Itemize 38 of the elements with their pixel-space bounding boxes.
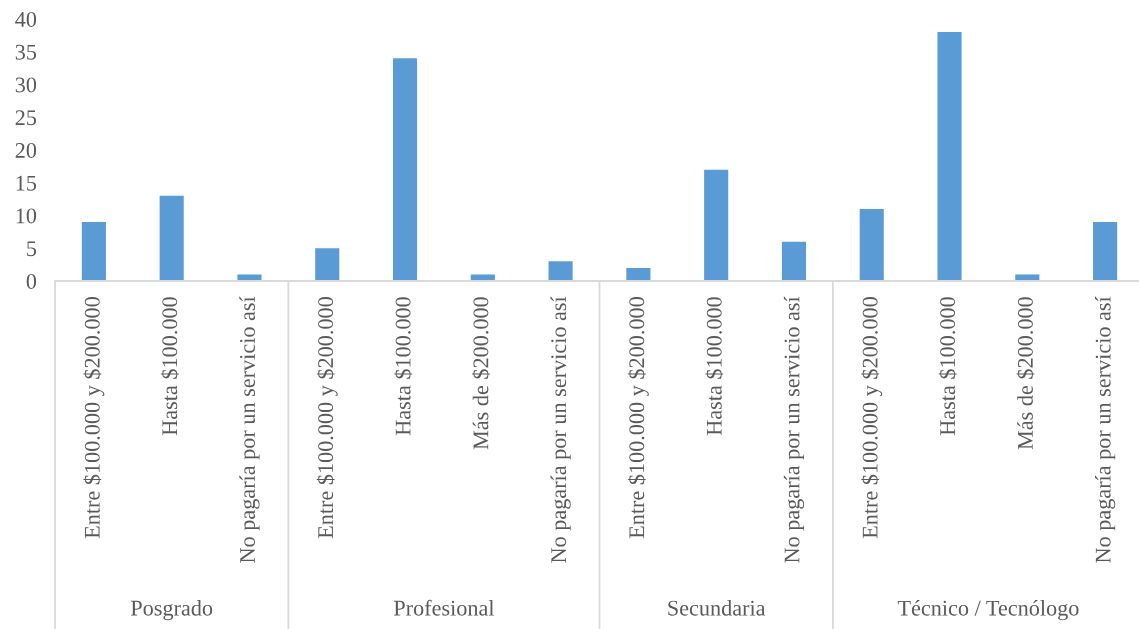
x-tick-label: Hasta $100.000 bbox=[160, 297, 179, 436]
x-axis-title: Secundaria bbox=[668, 600, 766, 616]
x-tick-label: Hasta $100.000 bbox=[394, 297, 413, 436]
y-tick-label: 10 bbox=[16, 208, 37, 224]
bar bbox=[859, 208, 884, 281]
x-tick-label: Entre $100.000 y $200.000 bbox=[627, 297, 649, 539]
y-tick-label: 15 bbox=[16, 175, 37, 191]
bar bbox=[1093, 222, 1118, 281]
y-tick-label: 5 bbox=[27, 241, 37, 257]
x-tick-label: No pagaría por un servicio así bbox=[239, 296, 260, 563]
y-tick-label: 40 bbox=[15, 11, 37, 27]
y-tick-label: 30 bbox=[15, 77, 37, 93]
bar bbox=[937, 32, 962, 281]
bar bbox=[237, 274, 262, 281]
bar bbox=[392, 58, 418, 281]
x-axis-title: Profesional bbox=[393, 599, 495, 616]
x-tick-label: Entre $100.000 y $200.000 bbox=[83, 297, 105, 539]
bar bbox=[159, 195, 184, 281]
x-tick-label: No pagaría por un servicio así bbox=[1094, 296, 1116, 563]
y-tick-label: 35 bbox=[15, 44, 37, 60]
bar bbox=[470, 274, 495, 281]
bar bbox=[315, 248, 340, 281]
y-tick-label: 20 bbox=[15, 142, 37, 158]
y-tick-label: 25 bbox=[15, 110, 37, 126]
x-tick-label: No pagaría por un servicio así bbox=[783, 296, 805, 563]
x-tick-label: Hasta $100.000 bbox=[705, 297, 724, 436]
x-tick-label: Entre $100.000 y $200.000 bbox=[316, 297, 338, 539]
x-axis-title: Técnico / Tecnólogo bbox=[897, 600, 1079, 621]
x-tick-label: Más de $200.000 bbox=[1016, 297, 1035, 450]
x-tick-label: Hasta $100.000 bbox=[938, 297, 957, 436]
x-axis-title: Posgrado bbox=[130, 600, 213, 621]
bar bbox=[81, 222, 106, 281]
bar bbox=[1015, 274, 1040, 281]
bar bbox=[548, 261, 573, 281]
x-tick-label: Entre $100.000 y $200.000 bbox=[861, 297, 883, 539]
x-tick-label: Más de $200.000 bbox=[472, 297, 490, 450]
y-tick-label: 0 bbox=[26, 273, 37, 289]
x-tick-label: No pagaría por un servicio así bbox=[550, 296, 571, 563]
